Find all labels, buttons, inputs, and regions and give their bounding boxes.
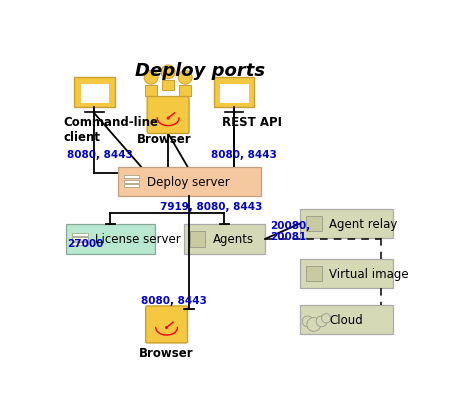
- Text: 7919, 8080, 8443: 7919, 8080, 8443: [160, 202, 262, 212]
- Circle shape: [316, 316, 327, 327]
- FancyBboxPatch shape: [74, 78, 114, 107]
- Text: 8080, 8443: 8080, 8443: [210, 150, 276, 160]
- FancyBboxPatch shape: [189, 232, 205, 247]
- Circle shape: [144, 71, 158, 85]
- Text: REST API: REST API: [222, 116, 282, 129]
- Text: Browser: Browser: [139, 346, 193, 359]
- Circle shape: [165, 326, 168, 329]
- Circle shape: [321, 314, 330, 323]
- Text: License server: License server: [95, 233, 181, 246]
- Circle shape: [178, 71, 192, 85]
- FancyBboxPatch shape: [66, 225, 155, 254]
- Text: Deploy ports: Deploy ports: [135, 62, 265, 80]
- FancyBboxPatch shape: [124, 185, 139, 188]
- Circle shape: [306, 318, 320, 332]
- Text: Command-line
client: Command-line client: [63, 116, 158, 144]
- Circle shape: [302, 316, 312, 327]
- FancyBboxPatch shape: [124, 180, 139, 183]
- FancyBboxPatch shape: [118, 167, 260, 196]
- Text: Agent relay: Agent relay: [328, 217, 397, 231]
- FancyBboxPatch shape: [72, 243, 87, 245]
- FancyBboxPatch shape: [80, 85, 109, 103]
- Circle shape: [166, 117, 169, 120]
- FancyBboxPatch shape: [145, 306, 187, 343]
- FancyBboxPatch shape: [147, 97, 188, 134]
- FancyBboxPatch shape: [72, 238, 87, 241]
- Text: 8080, 8443: 8080, 8443: [67, 150, 133, 160]
- FancyBboxPatch shape: [183, 225, 265, 254]
- FancyBboxPatch shape: [219, 85, 248, 103]
- Text: Deploy server: Deploy server: [147, 175, 229, 188]
- Text: Virtual image: Virtual image: [328, 267, 408, 280]
- FancyBboxPatch shape: [299, 259, 392, 289]
- FancyBboxPatch shape: [299, 306, 392, 334]
- FancyBboxPatch shape: [124, 176, 139, 179]
- FancyBboxPatch shape: [145, 86, 157, 97]
- Text: Cloud: Cloud: [328, 314, 362, 326]
- FancyBboxPatch shape: [213, 78, 254, 107]
- FancyBboxPatch shape: [299, 209, 392, 239]
- FancyBboxPatch shape: [178, 86, 191, 97]
- Text: Agents: Agents: [213, 233, 254, 246]
- Text: 8080, 8443: 8080, 8443: [141, 296, 207, 306]
- Circle shape: [161, 66, 175, 80]
- FancyBboxPatch shape: [306, 216, 321, 232]
- FancyBboxPatch shape: [161, 80, 174, 91]
- FancyBboxPatch shape: [72, 233, 87, 236]
- Text: 27000: 27000: [67, 239, 104, 249]
- Text: 20080,
20081: 20080, 20081: [270, 221, 310, 242]
- Text: Browser: Browser: [137, 133, 191, 146]
- FancyBboxPatch shape: [306, 266, 321, 282]
